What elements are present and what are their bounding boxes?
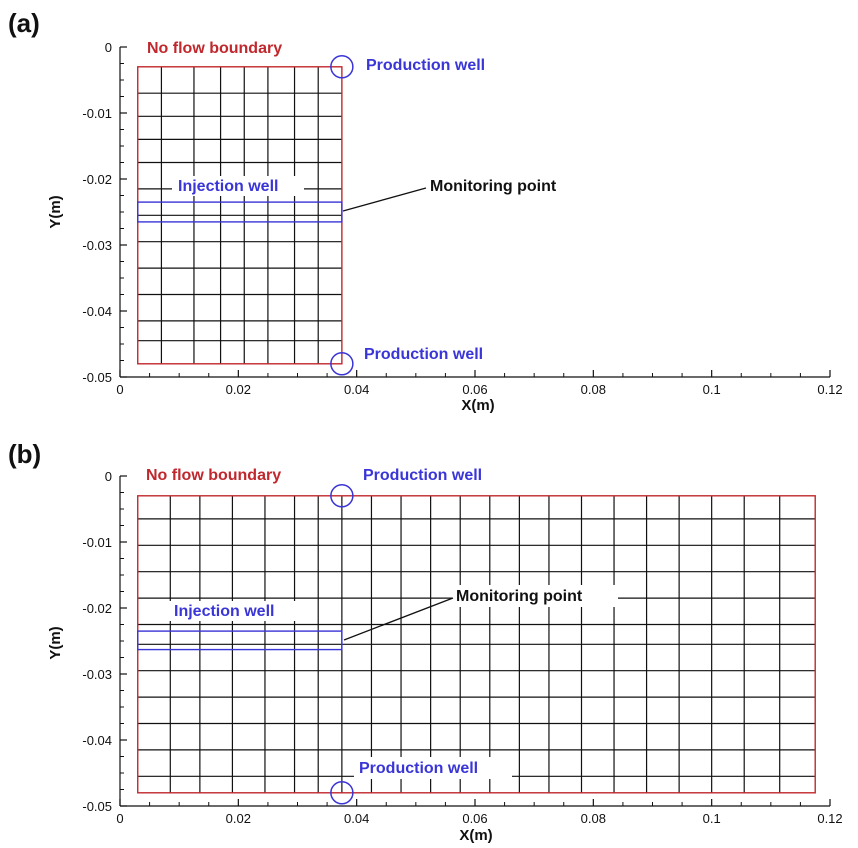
panel-a-production-well-top [330,55,354,79]
panel-a-label: (a) [8,8,40,38]
panel-b-x-tick-label: 0.08 [581,811,606,826]
panel-a-x-tick-label: 0.04 [344,382,369,397]
panel-b-x-axis-title: X(m) [459,827,492,844]
panel-a-wells [137,55,354,376]
panel-a-injection-well-label: Injection well [178,178,278,195]
panel-b-y-axis-title: Y(m) [47,626,64,659]
panel-b-production-well-top-label: Production well [363,467,482,484]
panel-b-production-well-bottom-label-bg [354,757,512,779]
panel-a-x-tick-label: 0 [116,382,123,397]
panel-b-production-well-top [330,484,354,508]
panel-b-no-flow-boundary-label-bg [142,464,318,486]
panel-b-monitoring-point-label-bg [452,585,618,607]
panel-a-y-tick-label: -0.05 [82,370,112,385]
panel-a-y-tick-label: -0.04 [82,304,112,319]
panel-a-injection-well [137,201,343,223]
panel-b-injection-well [137,630,343,651]
panel-b-monitoring-point-label: Monitoring point [456,588,583,605]
panel-a-x-axis-title: X(m) [461,397,494,414]
panel-a-no-flow-boundary-label: No flow boundary [147,40,282,57]
panel-b-production-well-bottom [330,781,354,805]
panel-a-injection-well-label-bg [172,176,304,196]
panel-a-x-tick-label: 0.02 [226,382,251,397]
panel-b-x-tick-label: 0.06 [462,811,487,826]
panel-a-x-tick-label: 0.12 [817,382,842,397]
panel-b-y-tick-label: -0.03 [82,667,112,682]
panel-b-production-well-bottom-label: Production well [359,760,478,777]
panel-b-production-well-top-label-bg [358,464,516,486]
panel-b-y-tick-label: -0.01 [82,535,112,550]
panel-b-x-tick-label: 0 [116,811,123,826]
panel-a-y-tick-label: -0.01 [82,106,112,121]
panel-b-y-tick-label: -0.02 [82,601,112,616]
panel-a-y-tick-label: -0.02 [82,172,112,187]
panel-a-axes: 0 0.02 0.04 0.06 0.08 0.1 0.12 0 -0.01 -0.02 -0.03… [82,40,842,397]
panel-b-x-tick-label: 0.1 [703,811,721,826]
panel-b-label: (b) [8,439,41,469]
panel-b-x-tick-label: 0.04 [344,811,369,826]
panel-a: (a) 0 0.02 0.04 0.06 0.08 0.1 0.12 0 -0.01 -0.02 -… [8,8,843,414]
panel-a-x-tick-label: 0.08 [581,382,606,397]
panel-a-y-tick-label: -0.03 [82,238,112,253]
panel-a-y-axis-title: Y(m) [47,195,64,228]
panel-b-injection-well-label: Injection well [174,603,274,620]
panel-b-monitoring-point-leader [343,597,454,641]
panel-b-x-tick-label: 0.12 [817,811,842,826]
panel-a-production-well-bottom [330,352,354,376]
panel-b-y-tick-label: -0.05 [82,799,112,814]
panel-a-production-well-top-label: Production well [366,57,485,74]
panel-b-axes: 0 0.02 0.04 0.06 0.08 0.1 0.12 0 -0.01 -0.02 -0.03… [82,469,842,826]
panel-b-x-tick-label: 0.02 [226,811,251,826]
panel-a-x-tick-label: 0.06 [462,382,487,397]
panel-b-y-tick-label: -0.04 [82,733,112,748]
panel-a-grid [137,66,343,365]
panel-b-wells [137,484,354,805]
panel-b-y-tick-label: 0 [105,469,112,484]
panel-a-x-tick-label: 0.1 [703,382,721,397]
panel-a-y-tick-label: 0 [105,40,112,55]
panel-a-production-well-bottom-label: Production well [364,346,483,363]
panel-b-grid [137,495,816,794]
panel-b: (b) 0 0.02 0.04 0.06 0.08 0.1 0.12 0 -0.01 -0.02 -… [8,439,843,844]
panel-b-no-flow-boundary-label: No flow boundary [146,467,281,484]
panel-a-monitoring-point-label: Monitoring point [430,178,557,195]
panel-a-monitoring-point-leader [342,187,427,212]
panel-b-injection-well-label-bg [168,601,304,621]
